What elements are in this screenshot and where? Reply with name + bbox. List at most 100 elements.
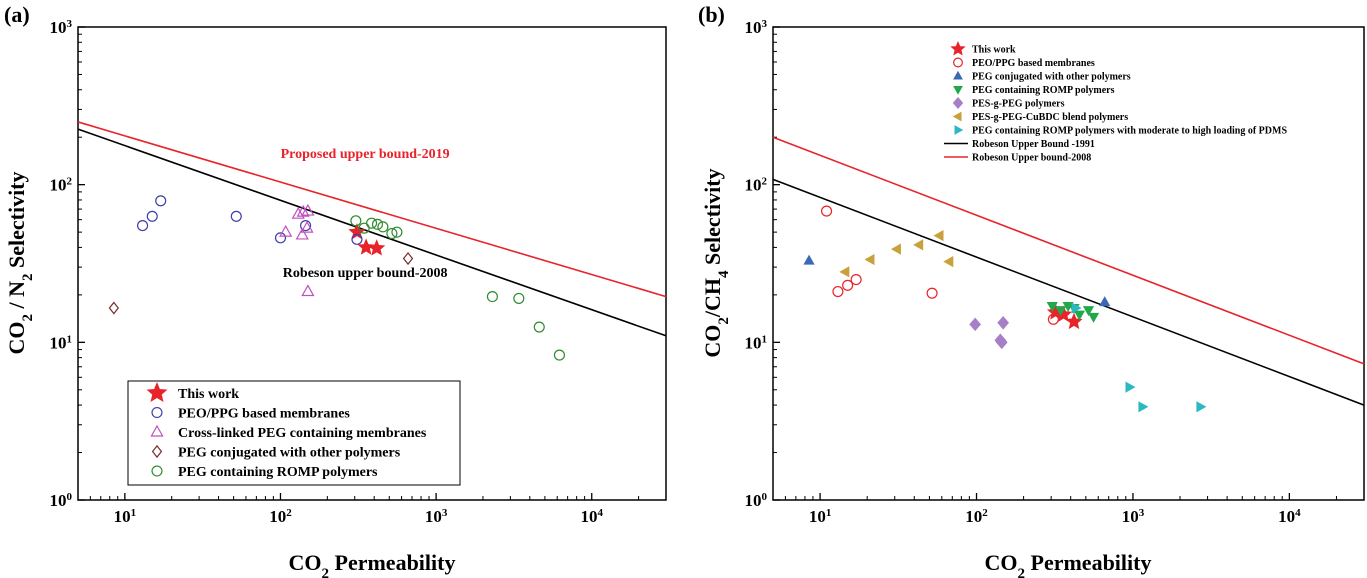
panel-a-point-peg-containing-romp-polymers xyxy=(386,227,398,240)
panel-a-point-cross-linked-peg-containing-membranes xyxy=(291,206,305,219)
panel-a: (a) 101 102 103 104 100 101 102 103 Proposed up… xyxy=(4,2,667,578)
panel-a-proposed-upper-bound-2019-line xyxy=(77,121,667,298)
panel-b-robeson-upper-bound-1991-line xyxy=(772,178,1365,406)
panel-b-legend-marker-peg-containing-romp-polymers xyxy=(953,86,963,95)
panel-a-legend-label-peo-ppg-based-membranes: PEO/PPG based membranes xyxy=(178,407,350,422)
panel-b-legend-label-this-work: This work xyxy=(972,45,1016,56)
panel-a-point-peg-containing-romp-polymers xyxy=(533,321,545,333)
panel-b-point-peo-ppg-based-membranes xyxy=(832,285,844,298)
panel-b-point-peo-ppg-based-membranes xyxy=(850,274,862,286)
panel-b-point-peg-containing-romp-polymers xyxy=(1055,306,1067,317)
panel-b-point-pes-g-peg-cubdc-blend-polymers xyxy=(913,239,924,251)
panel-b-point-pes-g-peg-polymers xyxy=(969,317,982,332)
panel-a-point-peg-conjugated-with-other-polymers xyxy=(402,251,414,266)
panel-a-y-tick-label: 100 xyxy=(50,491,73,510)
panel-a-point-peo-ppg-based-membranes xyxy=(351,233,363,245)
panel-b-point-peo-ppg-based-membranes xyxy=(1047,313,1059,325)
panel-a-point-peg-containing-romp-polymers xyxy=(553,349,565,361)
panel-b-point-peg-containing-romp-polymers-with-moderate-to-high-loading-of-pdms xyxy=(1138,401,1149,413)
panel-b-legend-label-peg-containing-romp-polymers-with-moderate-to-high-loading-of-pdms: PEG containing ROMP polymers with modera… xyxy=(972,126,1287,137)
panel-b-x-tick-label: 104 xyxy=(1278,507,1301,526)
panel-b-y-tick-label: 103 xyxy=(745,18,768,37)
panel-a-point-cross-linked-peg-containing-membranes xyxy=(301,203,315,216)
panel-a-x-tick-label: 102 xyxy=(269,507,292,526)
panel-a-legend-label-peg-conjugated-with-other-polymers: PEG conjugated with other polymers xyxy=(178,446,401,461)
panel-a-legend-label-this-work: This work xyxy=(178,387,239,402)
panel-a-y-tick-label: 101 xyxy=(50,333,73,352)
panel-b: (b) 101 102 103 104 100 101 102 103 CO2/CH4 Sel… xyxy=(698,2,1365,578)
panel-a-point-peg-containing-romp-polymers xyxy=(366,217,378,229)
panel-b-point-pes-g-peg-cubdc-blend-polymers xyxy=(943,256,954,268)
panel-a-point-peg-containing-romp-polymers xyxy=(391,226,403,238)
panel-b-point-this-work xyxy=(1054,305,1073,322)
panel-b-point-pes-g-peg-polymers xyxy=(997,316,1010,330)
panel-b-legend-label-pes-g-peg-polymers: PES-g-PEG polymers xyxy=(972,99,1065,110)
panel-a-y-tick-label: 102 xyxy=(50,176,73,195)
panel-b-y-tick-label: 100 xyxy=(745,491,768,510)
panel-b-legend-marker-peg-containing-romp-polymers-with-moderate-to-high-loading-of-pdms xyxy=(954,125,964,135)
panel-a-x-tick-label: 104 xyxy=(580,507,603,526)
panel-a-point-peg-containing-romp-polymers xyxy=(371,218,384,230)
panel-a-point-peo-ppg-based-membranes xyxy=(274,232,287,244)
panel-a-legend: This work PEO/PPG based membranes Cross-li… xyxy=(146,381,427,480)
panel-a-legend-label-peg-containing-romp-polymers: PEG containing ROMP polymers xyxy=(178,465,378,480)
panel-a-x-tick-label: 101 xyxy=(114,507,136,526)
panel-a-point-peo-ppg-based-membranes xyxy=(230,210,242,222)
panel-b-point-peg-containing-romp-polymers-with-moderate-to-high-loading-of-pdms xyxy=(1125,381,1136,393)
panel-b-x-axis-title: CO2 Permeability xyxy=(985,550,1152,578)
panel-a-point-cross-linked-peg-containing-membranes xyxy=(300,220,314,233)
panel-b-point-peg-containing-romp-polymers xyxy=(1073,310,1086,321)
panel-b-point-pes-g-peg-polymers xyxy=(995,335,1008,350)
panel-a-point-this-work xyxy=(357,238,375,255)
panel-b-point-peg-containing-romp-polymers xyxy=(1046,301,1058,312)
panel-b-legend-marker-peg-conjugated-with-other-polymers xyxy=(953,70,963,80)
panel-a-point-peo-ppg-based-membranes xyxy=(137,220,149,232)
panel-b-point-peg-conjugated-with-other-polymers xyxy=(803,254,815,265)
panel-a-point-peo-ppg-based-membranes xyxy=(155,195,167,207)
panel-b-x-tick-label: 102 xyxy=(965,507,988,526)
panel-a-robeson-upper-bound-2008-line xyxy=(77,128,667,337)
panel-a-legend-marker-peg-containing-romp-polymers xyxy=(151,465,163,477)
panel-b-legend-marker-this-work xyxy=(950,40,966,56)
panel-b-legend-marker-peo-ppg-based-membranes xyxy=(953,57,963,68)
panel-b-point-peg-containing-romp-polymers xyxy=(1082,306,1095,317)
panel-a-point-peg-conjugated-with-other-polymers xyxy=(108,301,120,315)
panel-a-point-this-work xyxy=(368,239,386,256)
panel-a-legend-label-cross-linked-peg-containing-membranes: Cross-linked PEG containing membranes xyxy=(178,426,427,441)
panel-b-point-pes-g-peg-cubdc-blend-polymers xyxy=(933,230,944,242)
panel-a-x-tick-label: 103 xyxy=(425,507,448,526)
panel-b-y-axis-title: CO2/CH4 Selectivity xyxy=(700,168,732,357)
panel-a-legend-marker-this-work xyxy=(146,381,168,402)
annotation-proposed-upper-bound: Proposed upper bound-2019 xyxy=(281,147,450,162)
panel-b-point-pes-g-peg-cubdc-blend-polymers xyxy=(890,243,901,255)
panel-b-legend-label-robeson-upper-bound-2008: Robeson Upper bound-2008 xyxy=(972,153,1091,164)
panel-a-point-this-work xyxy=(348,223,366,240)
panel-a-y-axis-title: CO2 / N2 Selectivity xyxy=(4,171,36,354)
panel-b-point-pes-g-peg-cubdc-blend-polymers xyxy=(864,253,875,266)
panel-a-point-peg-containing-romp-polymers xyxy=(486,291,498,303)
annotation-robeson-upper-bound: Robeson upper bound-2008 xyxy=(283,266,448,281)
panel-a-point-peg-containing-romp-polymers xyxy=(350,215,362,227)
panel-a-x-axis-title: CO2 Permeability xyxy=(289,550,456,578)
panel-b-y-tick-label: 102 xyxy=(745,176,768,195)
panel-b-point-peg-containing-romp-polymers-with-moderate-to-high-loading-of-pdms xyxy=(1071,302,1082,314)
panel-a-point-peo-ppg-based-membranes xyxy=(146,210,158,222)
panel-a-point-cross-linked-peg-containing-membranes xyxy=(296,204,310,217)
panel-a-legend-marker-peg-conjugated-with-other-polymers xyxy=(151,444,163,459)
panel-b-legend-marker-pes-g-peg-polymers xyxy=(952,96,964,110)
panel-b-point-peo-ppg-based-membranes xyxy=(821,205,833,217)
panel-a-point-cross-linked-peg-containing-membranes xyxy=(295,227,309,240)
panel-b-legend-label-peg-containing-romp-polymers: PEG containing ROMP polymers xyxy=(972,85,1115,96)
panel-b-point-peg-containing-romp-polymers xyxy=(1087,312,1100,323)
panel-a-point-cross-linked-peg-containing-membranes xyxy=(279,224,293,237)
panel-b-label: (b) xyxy=(698,2,725,27)
panel-b-point-pes-g-peg-cubdc-blend-polymers xyxy=(839,266,850,278)
panel-b-point-peo-ppg-based-membranes xyxy=(926,287,938,299)
panel-b-point-peg-containing-romp-polymers-with-moderate-to-high-loading-of-pdms xyxy=(1196,401,1207,413)
panel-b-legend-label-pes-g-peg-cubdc-blend-polymers: PES-g-PEG-CuBDC blend polymers xyxy=(972,112,1128,123)
panel-a-legend-marker-cross-linked-peg-containing-membranes xyxy=(150,424,164,437)
panel-b-point-peg-conjugated-with-other-polymers xyxy=(1099,296,1111,307)
panel-b-legend-label-peg-conjugated-with-other-polymers: PEG conjugated with other polymers xyxy=(972,72,1131,83)
panel-b-legend: This work PEO/PPG based membranes PEG conj… xyxy=(944,40,1287,164)
